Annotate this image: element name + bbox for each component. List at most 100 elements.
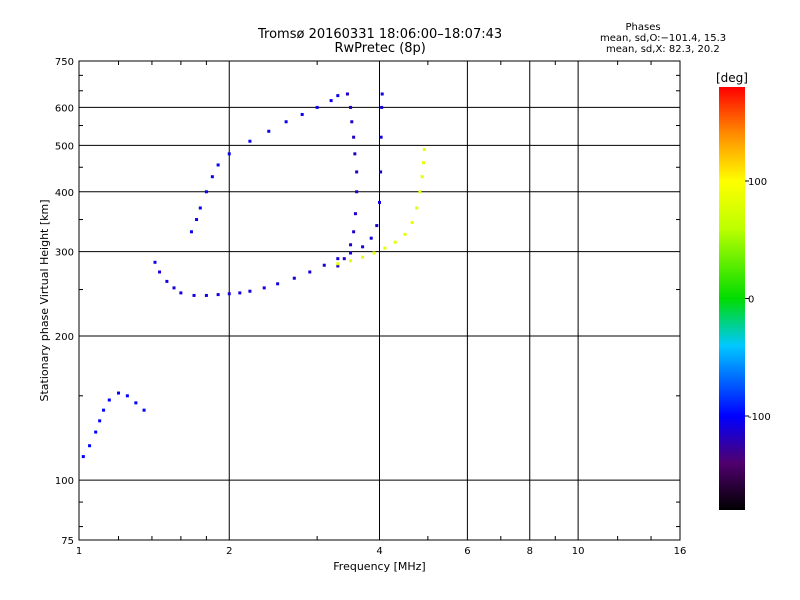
data-point xyxy=(284,120,288,124)
data-point xyxy=(172,286,176,290)
data-point xyxy=(308,270,312,274)
data-point xyxy=(361,245,365,249)
data-point xyxy=(352,230,356,234)
colorbar-unit-label: [deg] xyxy=(716,71,748,85)
data-point xyxy=(393,240,397,244)
data-point xyxy=(380,92,384,96)
colorbar-tick-label: 0 xyxy=(748,295,754,306)
data-point xyxy=(315,105,319,109)
data-point xyxy=(204,293,208,297)
colorbar-bar xyxy=(719,87,745,510)
x-tick-label: 10 xyxy=(572,546,585,557)
data-point xyxy=(349,259,353,263)
data-point xyxy=(342,257,346,261)
data-point xyxy=(355,190,359,194)
data-point xyxy=(336,257,340,261)
chart-title: Tromsø 20160331 18:06:00–18:07:43 xyxy=(258,27,503,42)
data-point xyxy=(134,401,138,405)
colorbar-tick-label: 100 xyxy=(748,177,767,188)
x-tick-label: 1 xyxy=(76,546,82,557)
data-point xyxy=(349,243,353,247)
data-point xyxy=(227,292,231,296)
data-point xyxy=(204,190,208,194)
data-point xyxy=(418,190,422,194)
data-point xyxy=(267,129,271,133)
y-tick-label: 100 xyxy=(55,476,74,487)
x-tick-label: 8 xyxy=(527,546,533,557)
x-tick-label: 2 xyxy=(226,546,232,557)
y-tick-label: 200 xyxy=(55,332,74,343)
data-point xyxy=(420,175,424,179)
phase-stats-x-mode: mean, sd,X: 82.3, 20.2 xyxy=(606,44,720,55)
y-axis-label: Stationary phase Virtual Height [km] xyxy=(38,199,51,401)
data-point xyxy=(98,419,102,423)
data-point xyxy=(352,135,356,139)
data-point xyxy=(195,218,199,222)
data-point xyxy=(336,94,340,98)
data-point xyxy=(353,212,357,216)
plot-frame xyxy=(78,60,681,541)
phase-stats-heading: Phases xyxy=(625,22,661,33)
data-point xyxy=(329,99,333,103)
y-tick-label: 500 xyxy=(55,141,74,152)
data-point xyxy=(361,255,365,259)
data-point xyxy=(117,391,121,395)
y-tick-label: 750 xyxy=(55,57,74,68)
data-point xyxy=(125,394,129,398)
data-point xyxy=(248,289,252,293)
data-point xyxy=(210,175,214,179)
data-point xyxy=(158,270,162,274)
data-point xyxy=(403,232,407,236)
data-point xyxy=(372,251,376,255)
x-tick-label: 16 xyxy=(674,546,687,557)
data-point xyxy=(378,200,381,204)
chart-subtitle: RwPretec (8p) xyxy=(334,41,426,56)
data-point xyxy=(102,408,106,412)
data-point xyxy=(379,135,383,139)
y-tick-label: 75 xyxy=(61,536,74,547)
data-point xyxy=(336,264,340,268)
x-tick-label: 6 xyxy=(464,546,470,557)
data-point xyxy=(107,398,111,402)
data-point xyxy=(375,224,379,228)
data-point xyxy=(88,444,92,448)
data-point xyxy=(216,293,220,297)
data-point xyxy=(216,163,220,167)
data-point xyxy=(198,206,202,210)
data-point xyxy=(349,251,353,255)
data-point xyxy=(322,263,326,267)
data-point xyxy=(369,236,373,240)
y-tick-label: 300 xyxy=(55,248,74,259)
data-point xyxy=(142,408,146,412)
data-point xyxy=(262,286,266,290)
grid-layer xyxy=(79,61,680,540)
data-point xyxy=(336,262,340,266)
data-point xyxy=(422,148,426,152)
data-point xyxy=(179,291,183,295)
data-points-layer xyxy=(81,92,426,459)
data-point xyxy=(153,260,157,264)
data-point xyxy=(227,152,231,156)
data-point xyxy=(165,279,169,283)
colorbar: 100 0 -100 [deg] xyxy=(716,71,771,510)
data-point xyxy=(300,112,304,116)
data-point xyxy=(94,430,98,434)
data-point xyxy=(421,161,425,165)
phase-stats-o-mode: mean, sd,O:−101.4, 15.3 xyxy=(600,33,727,44)
data-point xyxy=(189,230,193,234)
data-point xyxy=(410,221,414,225)
data-point xyxy=(192,293,196,297)
data-point xyxy=(380,105,384,109)
data-point xyxy=(350,120,354,124)
x-tick-label: 4 xyxy=(376,546,382,557)
data-point xyxy=(355,170,359,174)
data-point xyxy=(379,170,383,174)
data-point xyxy=(248,139,252,143)
x-axis-label: Frequency [MHz] xyxy=(333,560,425,573)
y-tick-label: 400 xyxy=(55,188,74,199)
axis-ticks-layer: 1 2 4 6 8 10 16 75 100 200 300 400 500 600 750 xyxy=(55,57,686,557)
data-point xyxy=(238,291,242,295)
data-point xyxy=(292,276,296,280)
data-point xyxy=(415,206,419,210)
